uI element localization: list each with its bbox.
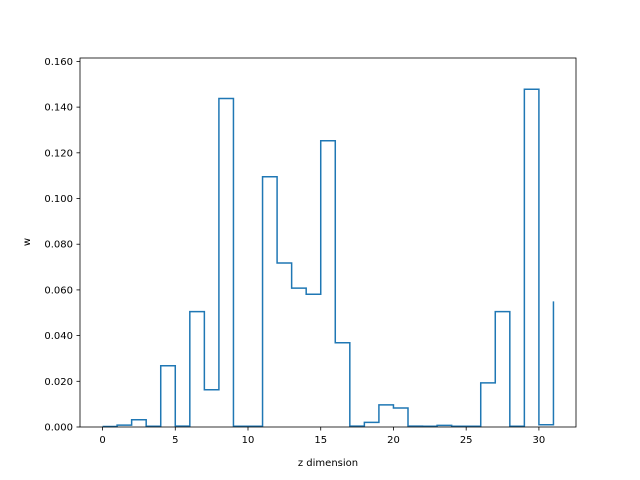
x-tick-label: 10 [242,435,255,446]
y-tick-label: 0.140 [44,103,73,114]
x-tick-label: 30 [533,435,546,446]
y-tick-label: 0.000 [44,423,73,434]
y-tick-label: 0.160 [44,57,73,68]
x-tick-label: 15 [314,435,327,446]
plot-frame [79,57,577,428]
y-tick-label: 0.060 [44,285,73,296]
x-tick-label: 5 [172,435,178,446]
x-axis-label: z dimension [298,458,358,469]
y-tick-label: 0.100 [44,194,73,205]
y-tick-label: 0.120 [44,148,73,159]
x-tick-label: 25 [460,435,473,446]
y-tick-label: 0.020 [44,377,73,388]
x-tick-label: 20 [387,435,400,446]
axis-ticks: 0 5 10 15 20 25 30 0.000 0.020 0.040 0.060 0.080 0.1… [44,57,545,446]
x-tick-label: 0 [99,435,105,446]
y-tick-label: 0.080 [44,240,73,251]
y-axis-label: w [22,238,33,246]
series-step-line [102,88,555,428]
plot-area [80,58,576,427]
y-tick-label: 0.040 [44,331,73,342]
